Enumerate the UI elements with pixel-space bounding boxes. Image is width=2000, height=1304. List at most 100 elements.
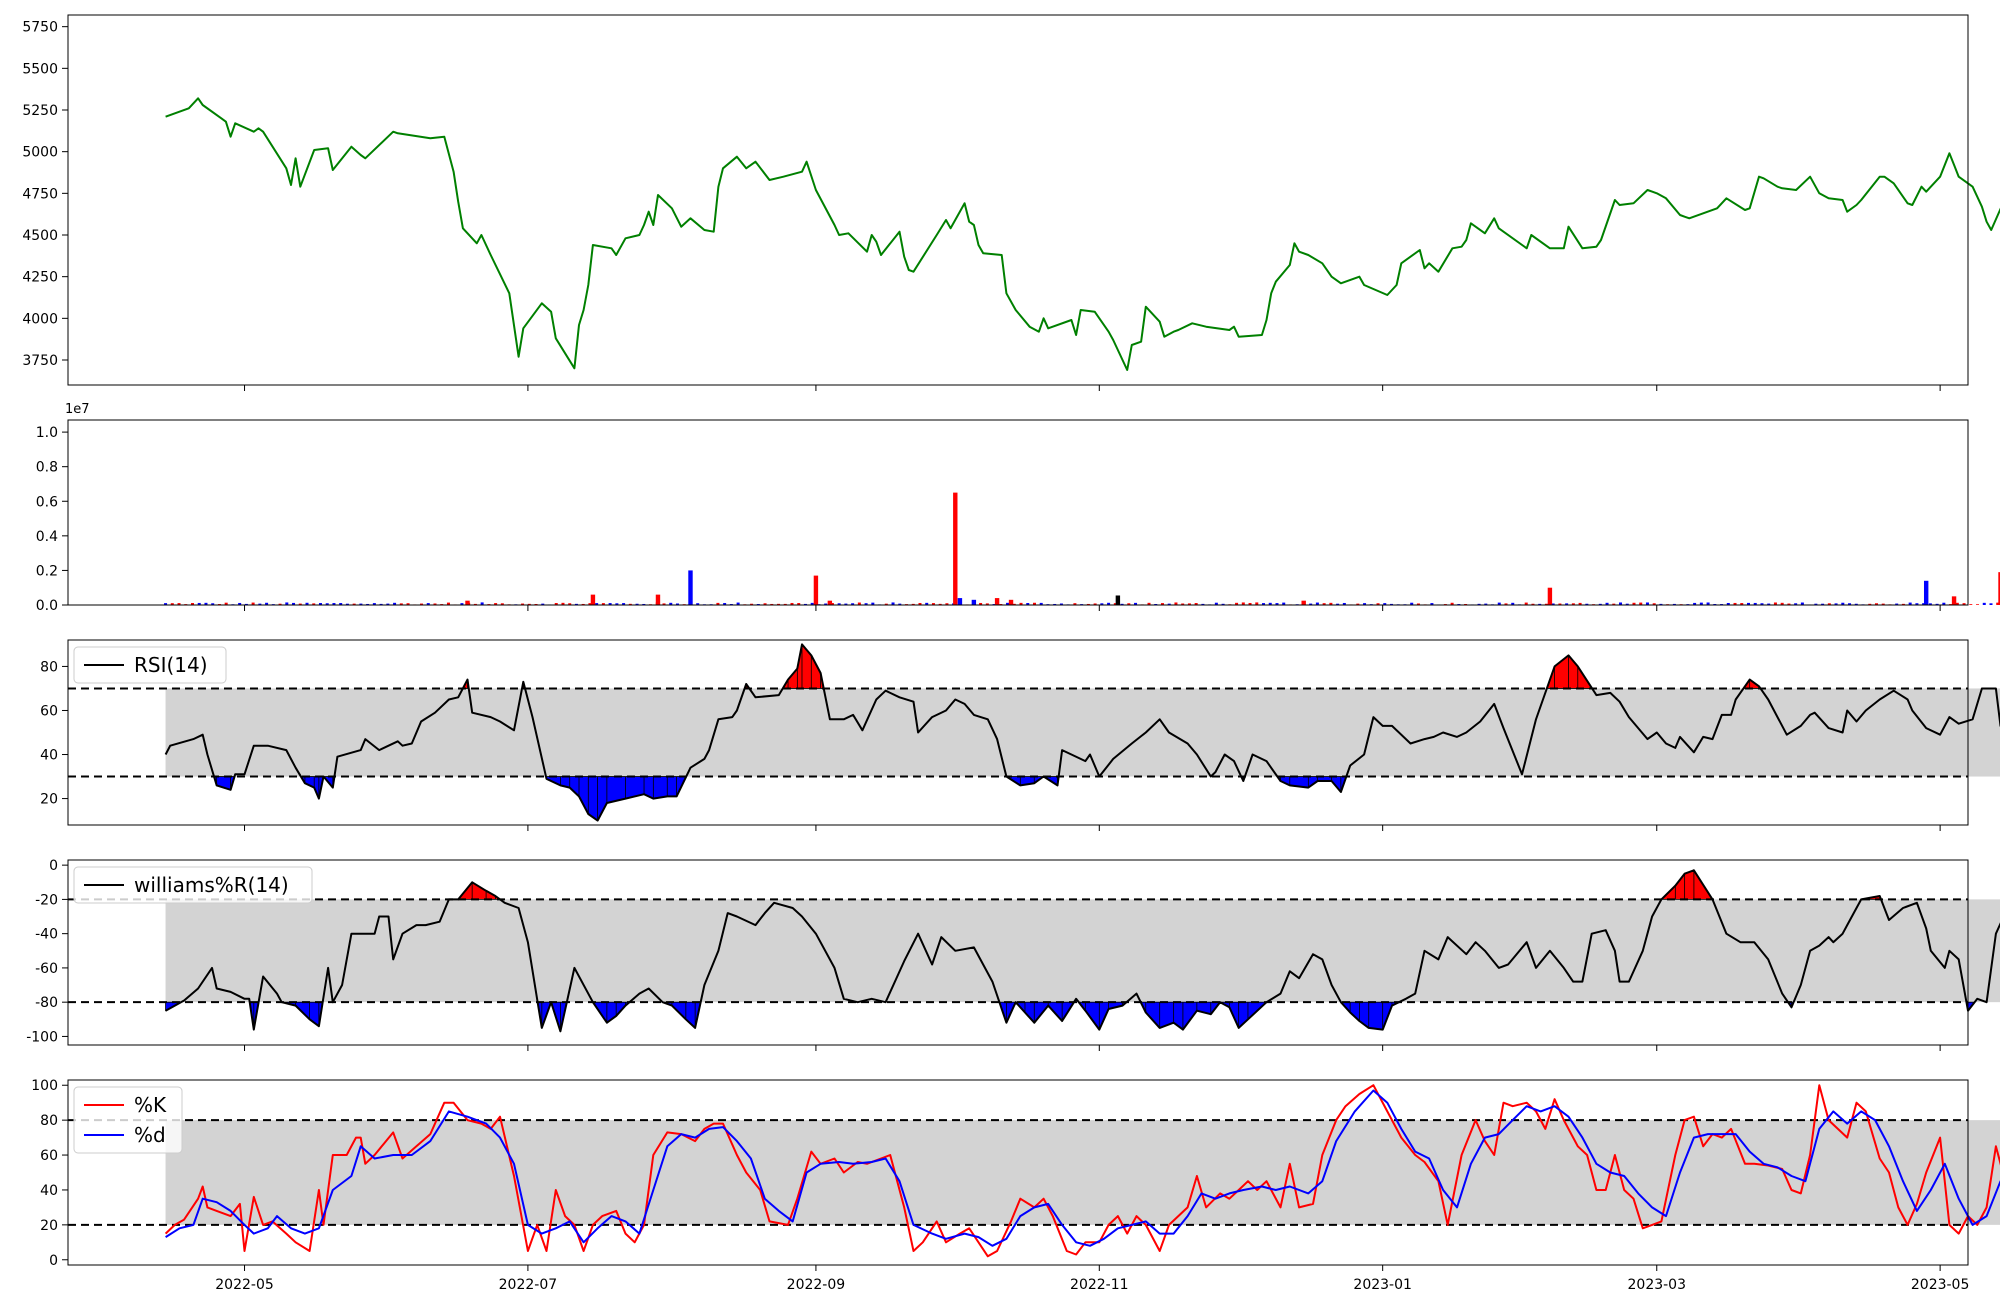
- volume-bar: [1201, 603, 1205, 605]
- volume-bar: [541, 603, 545, 605]
- volume-bar: [534, 603, 538, 605]
- volume-bar: [500, 603, 504, 605]
- volume-bar: [783, 603, 787, 605]
- price-ytick-label: 4500: [22, 228, 58, 244]
- volume-bar: [1006, 602, 1010, 605]
- volume-bar: [635, 603, 639, 605]
- volume-bar: [238, 602, 242, 605]
- volume-bar: [1383, 603, 1387, 605]
- rsi-ytick-label: 20: [40, 792, 58, 808]
- volume-bar: [590, 594, 596, 605]
- volume-bar: [1221, 603, 1225, 605]
- price-ytick-label: 5500: [22, 61, 58, 77]
- volume-bar: [1450, 602, 1454, 605]
- rsi-legend-box: [73, 646, 227, 684]
- volume-bar: [366, 603, 370, 605]
- rsi-oversold-fill: [213, 776, 1347, 822]
- volume-bar: [379, 603, 383, 605]
- volume-bar: [1477, 603, 1481, 605]
- volume-bar: [1834, 603, 1838, 605]
- volume-bar: [622, 603, 626, 605]
- volume-bar: [669, 602, 673, 605]
- williams-overbought-fill: [457, 868, 1882, 900]
- volume-bar: [1578, 602, 1582, 605]
- xtick-label: 2023-01: [1353, 1277, 1412, 1293]
- volume-bar: [1187, 603, 1191, 605]
- volume-bar: [1935, 603, 1939, 605]
- volume-bar: [884, 603, 888, 605]
- volume-bar: [1821, 603, 1825, 605]
- volume-bar: [891, 602, 895, 605]
- xtick-label: 2023-05: [1911, 1277, 1970, 1293]
- volume-bar: [386, 603, 390, 605]
- volume-bar: [1008, 599, 1014, 605]
- volume-bar: [688, 570, 693, 605]
- volume-bar: [1416, 603, 1420, 605]
- volume-bar: [918, 602, 922, 605]
- volume-bar: [1848, 603, 1852, 605]
- volume-bar: [953, 492, 958, 605]
- stochastic-legend-label: %d: [134, 1123, 166, 1147]
- volume-bar: [177, 603, 181, 605]
- rsi-neutral-band: [165, 688, 2000, 777]
- volume-bar: [957, 598, 963, 605]
- volume-bar: [1504, 603, 1508, 605]
- volume-bar: [190, 603, 194, 605]
- volume-bar: [1773, 602, 1777, 605]
- volume-bar: [1301, 600, 1306, 605]
- volume-ytick-label: 0.2: [36, 563, 58, 579]
- volume-bar: [655, 594, 661, 605]
- volume-bar: [1598, 603, 1602, 605]
- volume-bar: [1814, 603, 1818, 605]
- volume-bar: [244, 603, 248, 605]
- rsi-series-line-0: [164, 643, 2000, 822]
- williams-ytick-label: 0: [49, 858, 58, 874]
- volume-axes-frame: [67, 419, 1969, 606]
- volume-ytick-label: 1.0: [36, 425, 58, 441]
- volume-bar: [1026, 603, 1030, 605]
- volume-bar: [1551, 603, 1555, 605]
- volume-bar: [1410, 602, 1414, 605]
- volume-bar: [588, 603, 592, 605]
- volume-bar: [1996, 602, 2000, 605]
- volume-bar: [1923, 580, 1929, 605]
- volume-bar: [197, 602, 201, 605]
- volume-bar: [675, 603, 679, 605]
- volume-bar: [1747, 602, 1751, 605]
- volume-bar: [1908, 602, 1912, 605]
- volume-bar: [1854, 603, 1858, 605]
- volume-bar: [1639, 602, 1643, 605]
- volume-bar: [251, 602, 255, 605]
- volume-bar: [1538, 603, 1542, 605]
- volume-bar: [426, 603, 430, 605]
- volume-bar: [521, 603, 525, 605]
- volume-bar: [258, 603, 262, 605]
- volume-bar: [803, 603, 807, 605]
- williams-panel: -100 -80 -60 -40 -20 0 williams%R(14): [26, 858, 2000, 1051]
- williams-neutral-band: [165, 899, 2000, 1003]
- volume-bar: [1726, 602, 1730, 605]
- volume-bar: [1086, 603, 1090, 605]
- rsi-overbought-fill: [462, 643, 1762, 689]
- volume-bar: [628, 603, 632, 605]
- xtick-label: 2022-09: [787, 1277, 846, 1293]
- volume-bar: [1511, 602, 1515, 605]
- volume-bar: [1969, 604, 1973, 605]
- volume-bar: [1547, 587, 1553, 605]
- rsi-panel: 20 40 60 80 RSI(14): [40, 639, 2000, 831]
- price-ytick-label: 5000: [22, 145, 58, 161]
- volume-bar: [1363, 603, 1367, 605]
- volume-bar: [871, 602, 875, 605]
- volume-bar: [1652, 603, 1656, 605]
- volume-bar: [642, 603, 646, 605]
- volume-bar: [595, 603, 599, 605]
- williams-legend: williams%R(14): [73, 866, 313, 904]
- volume-bar: [994, 598, 1000, 605]
- volume-bar: [1181, 603, 1185, 605]
- volume-bar: [460, 603, 464, 605]
- volume-bar: [561, 602, 565, 605]
- volume-bar: [1012, 603, 1016, 605]
- volume-bar: [723, 603, 727, 605]
- volume-bar: [574, 603, 578, 605]
- williams-ytick-label: -100: [26, 1029, 58, 1045]
